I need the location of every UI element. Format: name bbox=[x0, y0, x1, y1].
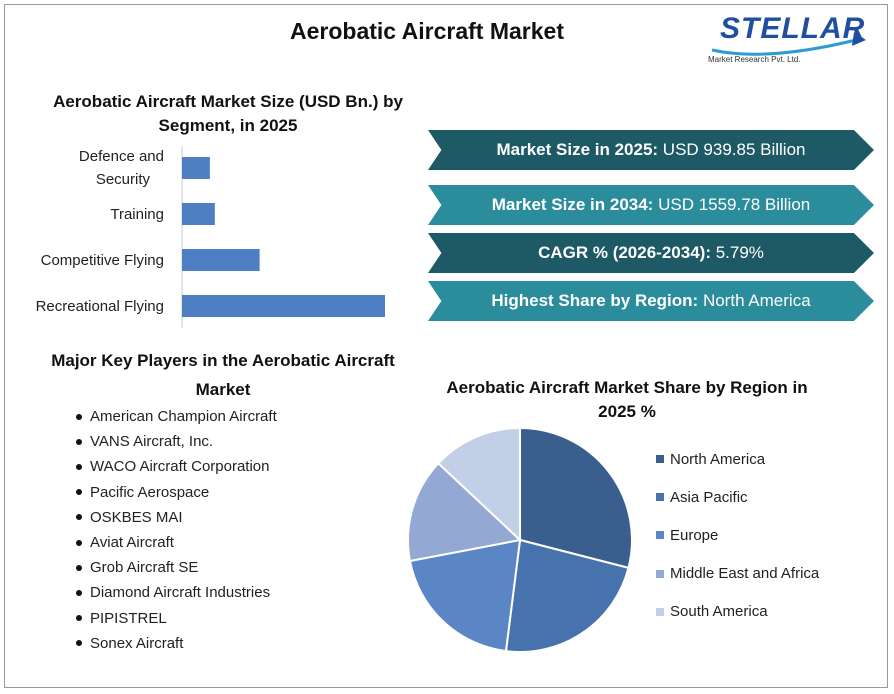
bar-category-label: Training bbox=[110, 206, 164, 223]
player-item: WACO Aircraft Corporation bbox=[76, 454, 277, 479]
bullet-icon bbox=[76, 564, 82, 571]
pie-legend: North America Asia Pacific Europe Middle Ea… bbox=[656, 440, 819, 631]
kpi-key: Market Size in 2025: bbox=[496, 140, 659, 159]
pie-slice bbox=[408, 538, 522, 653]
kpi-market-size-2025: Market Size in 2025: USD 939.85 Billion bbox=[428, 130, 874, 170]
pie-slice bbox=[504, 538, 630, 653]
pie-slice bbox=[436, 426, 521, 543]
legend-item: North America bbox=[656, 440, 819, 478]
legend-item: South America bbox=[656, 593, 819, 631]
bullet-icon bbox=[76, 463, 82, 470]
legend-item: Middle East and Africa bbox=[656, 555, 819, 593]
player-item: OSKBES MAI bbox=[76, 505, 277, 530]
segment-bar-chart: Defence and Security Training Competitive F… bbox=[36, 146, 385, 328]
player-item: PIPISTREL bbox=[76, 606, 277, 631]
legend-label: Europe bbox=[670, 526, 719, 544]
bar-chart-title: Aerobatic Aircraft Market Size (USD Bn.)… bbox=[53, 92, 403, 135]
legend-item: Europe bbox=[656, 516, 819, 554]
bullet-icon bbox=[76, 438, 82, 445]
legend-label: Middle East and Africa bbox=[670, 565, 820, 583]
bar-category-label: Competitive Flying bbox=[41, 252, 164, 269]
logo-swoosh-icon bbox=[711, 32, 866, 56]
kpi-value: North America bbox=[702, 291, 811, 310]
kpi-highest-share: Highest Share by Region: North America bbox=[428, 281, 874, 321]
player-item: Aviat Aircraft bbox=[76, 530, 277, 555]
pie-slice bbox=[519, 426, 633, 570]
logo-tagline: Market Research Pvt. Ltd. bbox=[708, 55, 801, 64]
legend-label: North America bbox=[670, 450, 766, 468]
player-item: American Champion Aircraft bbox=[76, 404, 277, 429]
region-pie-chart bbox=[407, 426, 633, 653]
stellar-logo: STELLAR Market Research Pvt. Ltd. bbox=[706, 10, 876, 70]
page-title: Aerobatic Aircraft Market bbox=[290, 18, 564, 44]
bar-category-label: Defence and Security bbox=[79, 148, 164, 188]
player-item: Grob Aircraft SE bbox=[76, 555, 277, 580]
legend-swatch bbox=[656, 455, 664, 464]
bullet-icon bbox=[76, 589, 82, 596]
legend-swatch bbox=[656, 493, 664, 502]
kpi-cagr: CAGR % (2026-2034): 5.79% bbox=[428, 233, 874, 273]
bullet-icon bbox=[76, 640, 82, 647]
bullet-icon bbox=[76, 489, 82, 496]
pie-chart-title: Aerobatic Aircraft Market Share by Regio… bbox=[446, 378, 808, 421]
legend-label: Asia Pacific bbox=[670, 488, 748, 506]
kpi-market-size-2034: Market Size in 2034: USD 1559.78 Billion bbox=[428, 185, 874, 225]
logo-brand: STELLAR bbox=[720, 12, 866, 45]
kpi-value: USD 939.85 Billion bbox=[662, 140, 806, 159]
legend-label: South America bbox=[670, 603, 768, 621]
kpi-value: 5.79% bbox=[715, 243, 764, 262]
bar-category-label: Recreational Flying bbox=[36, 298, 164, 315]
bullet-icon bbox=[76, 615, 82, 622]
bullet-icon bbox=[76, 539, 82, 546]
player-item: VANS Aircraft, Inc. bbox=[76, 429, 277, 454]
player-item: Diamond Aircraft Industries bbox=[76, 580, 277, 605]
player-item: Sonex Aircraft bbox=[76, 631, 277, 656]
bar bbox=[182, 203, 215, 225]
player-item: Pacific Aerospace bbox=[76, 480, 277, 505]
kpi-key: Highest Share by Region: bbox=[491, 291, 699, 310]
bar bbox=[182, 157, 210, 179]
bar bbox=[182, 295, 385, 317]
legend-item: Asia Pacific bbox=[656, 478, 819, 516]
pie-slice bbox=[407, 461, 523, 563]
legend-swatch bbox=[656, 569, 664, 578]
kpi-key: Market Size in 2034: bbox=[491, 195, 654, 214]
legend-swatch bbox=[656, 531, 664, 540]
bullet-icon bbox=[76, 413, 82, 420]
kpi-value: USD 1559.78 Billion bbox=[658, 195, 811, 214]
infographic-frame bbox=[4, 4, 888, 688]
legend-swatch bbox=[656, 607, 664, 616]
bullet-icon bbox=[76, 514, 82, 521]
bar bbox=[182, 249, 260, 271]
key-players-list: American Champion Aircraft VANS Aircraft… bbox=[76, 404, 277, 656]
key-players-title: Major Key Players in the Aerobatic Aircr… bbox=[51, 351, 395, 399]
kpi-key: CAGR % (2026-2034): bbox=[538, 243, 711, 262]
